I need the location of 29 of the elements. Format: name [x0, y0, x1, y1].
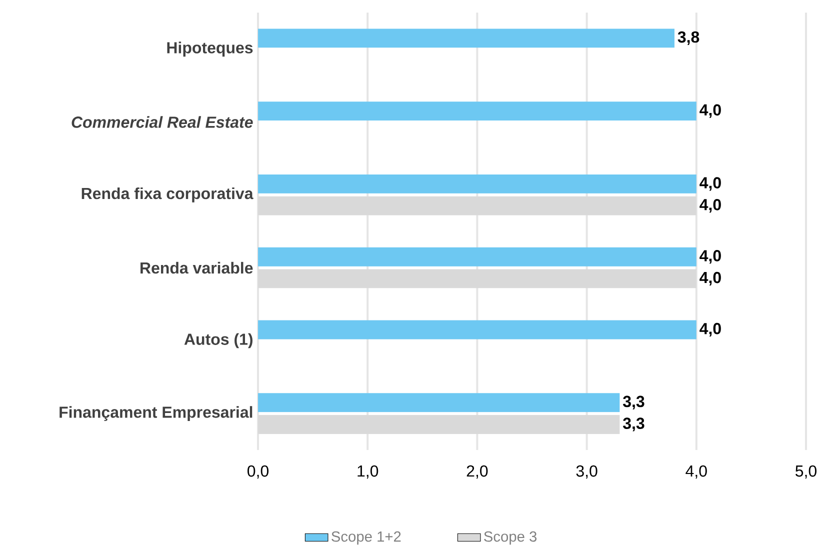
- data-label: 4,0: [700, 199, 721, 213]
- bar: [258, 102, 696, 121]
- data-label: 4,0: [700, 250, 721, 264]
- bar: [258, 174, 696, 194]
- bar: [258, 393, 620, 412]
- y-tick-label: Autos (1): [184, 333, 252, 348]
- y-tick-label: Commercial Real Estate: [72, 116, 253, 128]
- y-tick-label: Renda variable: [140, 262, 253, 274]
- data-label: 4,0: [700, 177, 721, 191]
- x-tick-label: 3,0: [576, 466, 598, 479]
- bar: [258, 320, 696, 340]
- data-label: 4,0: [700, 272, 721, 286]
- data-label: 4,0: [700, 104, 721, 118]
- data-label: 3,3: [622, 418, 644, 432]
- legend-label: Scope 1+2: [332, 532, 401, 545]
- bar: [258, 28, 674, 48]
- bar: [258, 248, 696, 266]
- x-tick-label: 5,0: [796, 466, 816, 479]
- data-label: 3,8: [678, 32, 700, 46]
- data-label: 4,0: [700, 323, 721, 337]
- x-tick-label: 1,0: [358, 466, 378, 479]
- y-tick-label: Hipoteques: [167, 42, 253, 57]
- x-tick-label: 4,0: [686, 466, 707, 479]
- legend-label: Scope 3: [484, 532, 537, 545]
- data-label: 3,3: [622, 396, 644, 410]
- y-tick-label: Renda fixa corporativa: [82, 188, 254, 203]
- x-tick-label: 2,0: [466, 466, 488, 479]
- x-tick-label: 0,0: [248, 466, 269, 479]
- y-tick-label: Finançament Empresarial: [60, 406, 252, 422]
